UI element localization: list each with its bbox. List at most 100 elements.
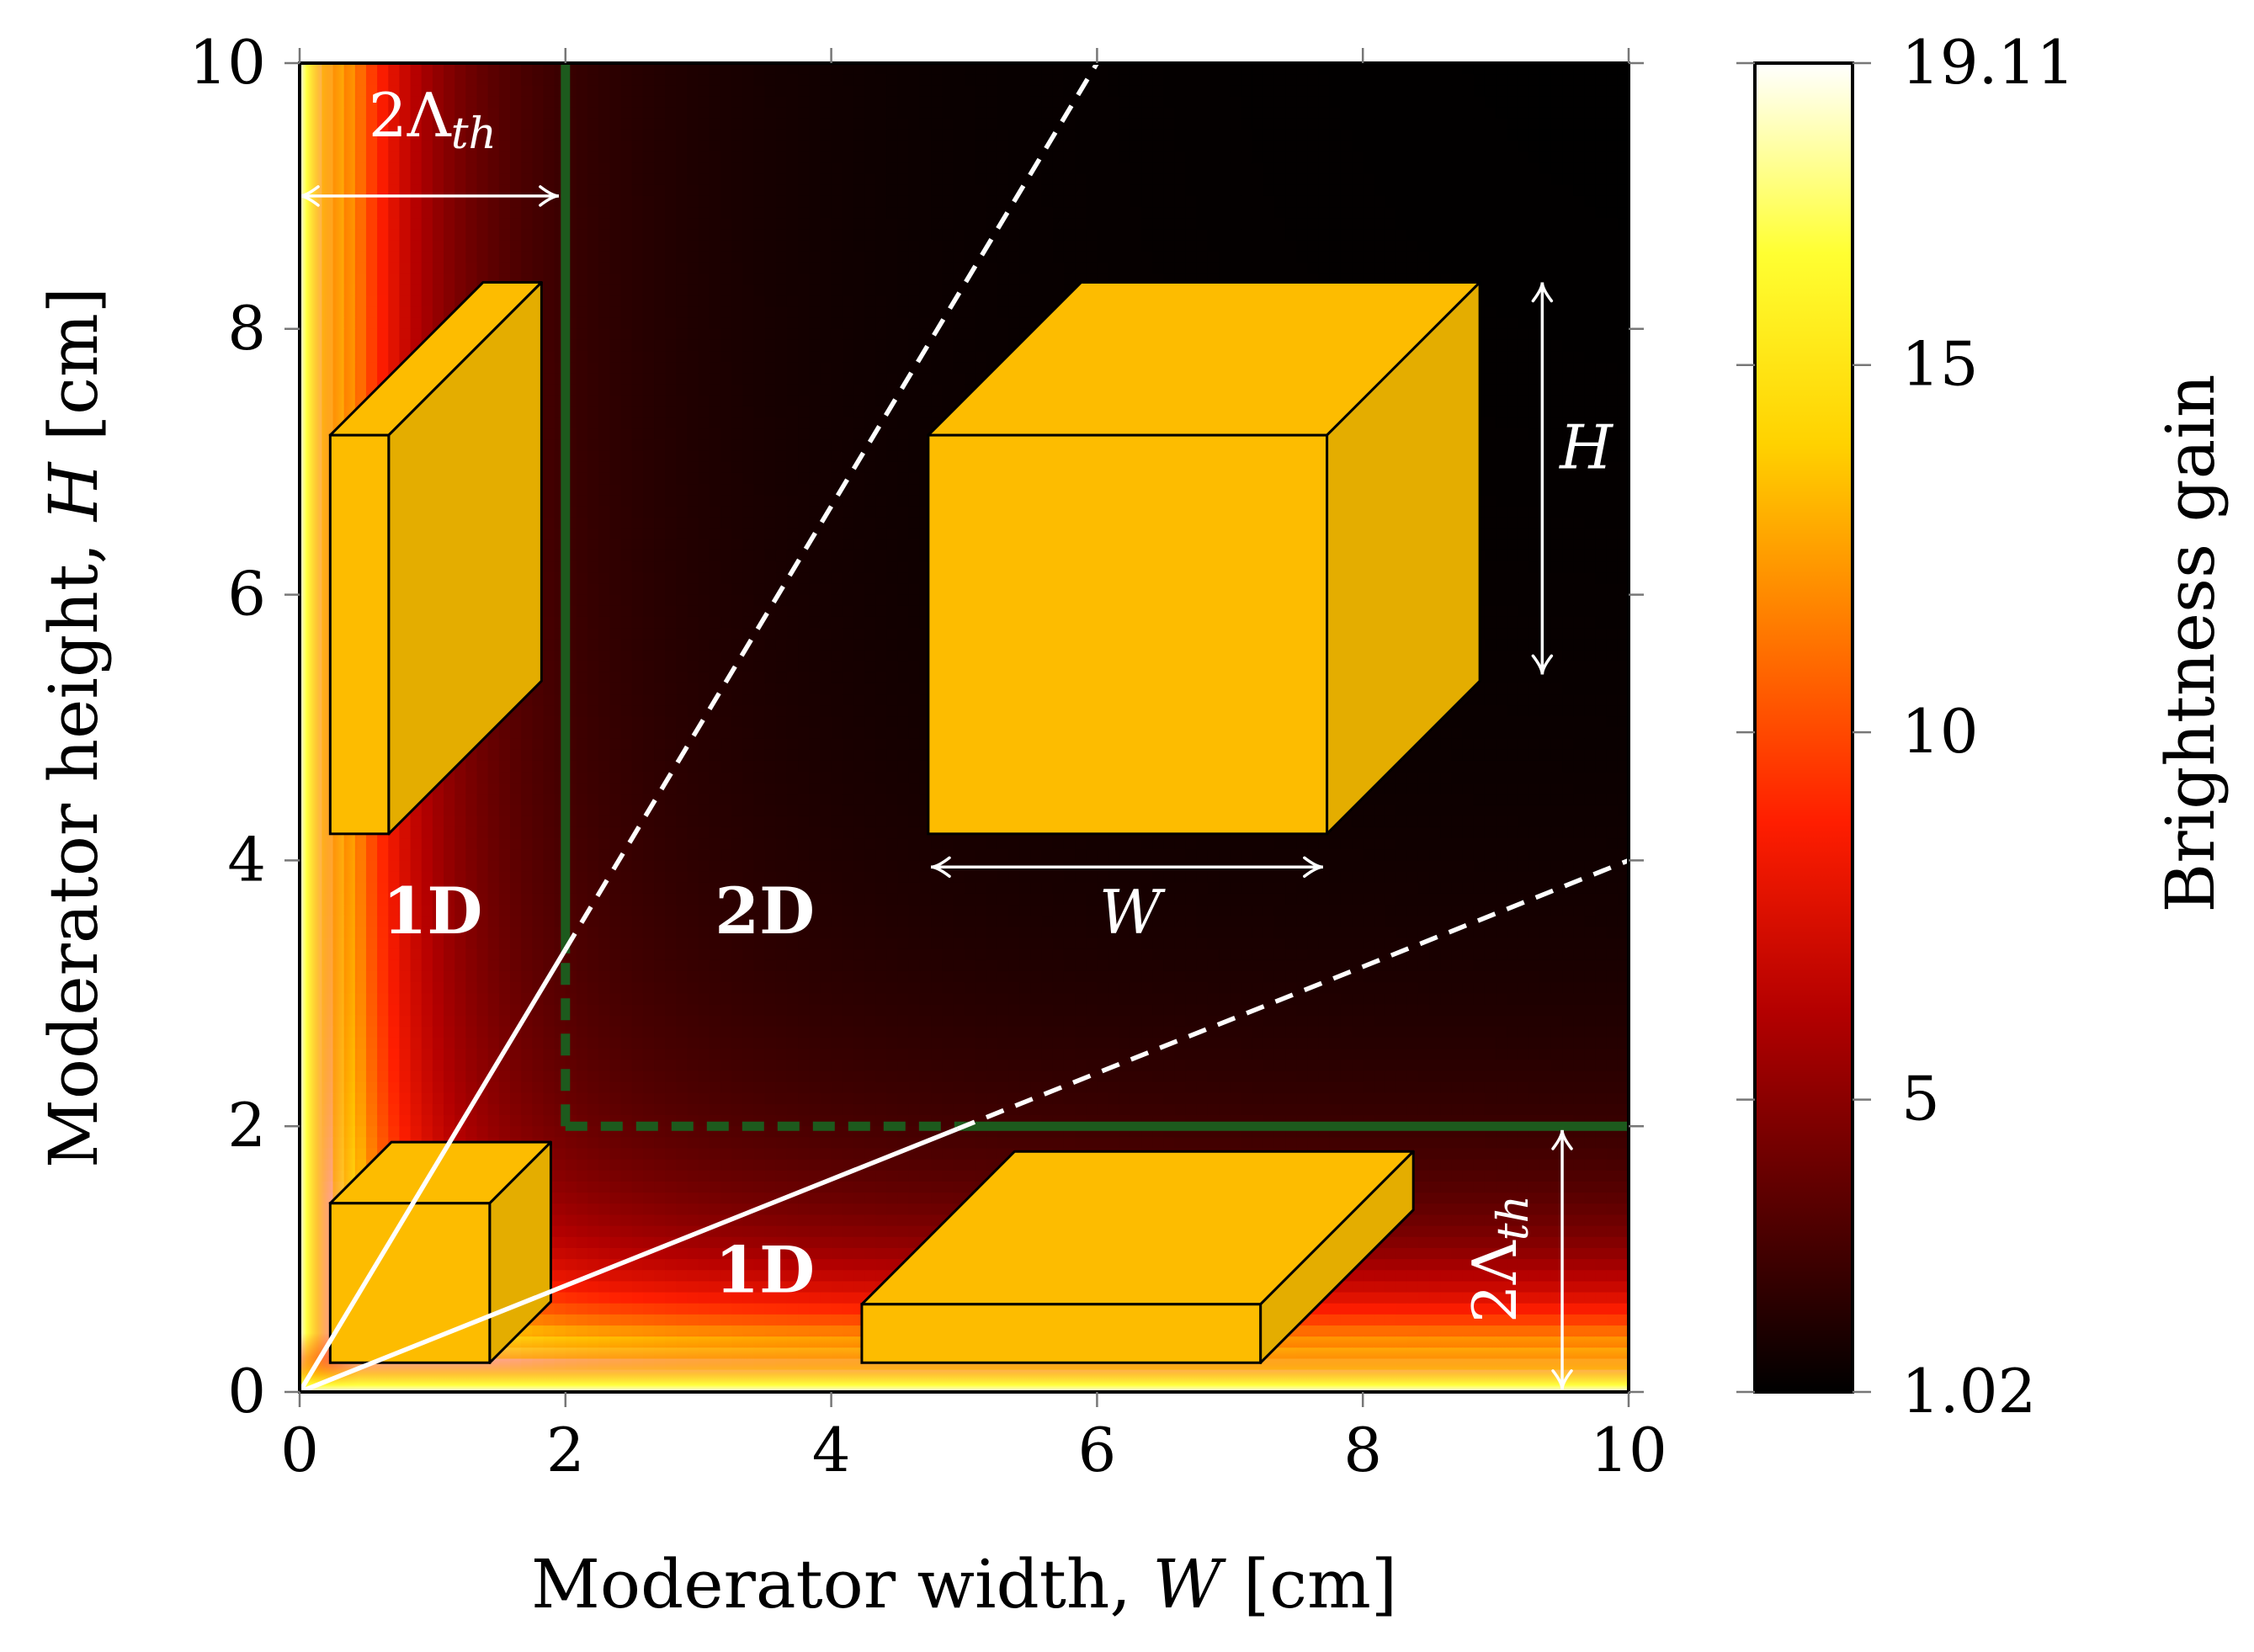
heatmap-cell bbox=[798, 484, 810, 496]
heatmap-cell bbox=[897, 195, 910, 208]
heatmap-cell bbox=[742, 96, 755, 109]
heatmap-cell bbox=[1196, 118, 1209, 130]
heatmap-cell bbox=[753, 506, 766, 518]
heatmap-cell bbox=[1462, 195, 1475, 208]
heatmap-cell bbox=[1395, 129, 1408, 141]
heatmap-cell bbox=[731, 262, 743, 274]
heatmap-cell bbox=[1086, 251, 1098, 263]
heatmap-cell bbox=[654, 317, 666, 330]
heatmap-cell bbox=[698, 395, 710, 407]
heatmap-cell bbox=[964, 63, 976, 75]
heatmap-cell bbox=[1595, 207, 1608, 219]
heatmap-cell bbox=[720, 107, 732, 120]
heatmap-cell bbox=[997, 63, 1009, 75]
heatmap-cell bbox=[687, 262, 699, 274]
heatmap-cell bbox=[543, 284, 556, 296]
heatmap-cell bbox=[886, 362, 899, 374]
heatmap-cell bbox=[809, 74, 821, 86]
heatmap-cell bbox=[1550, 472, 1563, 485]
heatmap-cell bbox=[1406, 63, 1419, 75]
heatmap-cell bbox=[1562, 461, 1574, 474]
heatmap-cell bbox=[809, 517, 821, 529]
heatmap-cell bbox=[631, 207, 644, 219]
heatmap-cell bbox=[709, 118, 721, 130]
heatmap-cell bbox=[1496, 484, 1507, 496]
heatmap-cell bbox=[444, 151, 455, 164]
heatmap-cell bbox=[676, 107, 688, 120]
heatmap-cell bbox=[953, 251, 965, 263]
heatmap-cell bbox=[809, 506, 821, 518]
heatmap-cell bbox=[1252, 141, 1264, 152]
heatmap-cell bbox=[377, 306, 389, 319]
heatmap-cell bbox=[654, 428, 666, 440]
heatmap-cell bbox=[587, 317, 599, 330]
heatmap-cell bbox=[1130, 162, 1142, 175]
heatmap-cell bbox=[1207, 85, 1220, 98]
heatmap-cell bbox=[698, 118, 710, 130]
heatmap-cell bbox=[1097, 195, 1109, 208]
heatmap-cell bbox=[1395, 240, 1408, 252]
heatmap-cell bbox=[1507, 495, 1519, 507]
heatmap-cell bbox=[753, 151, 766, 164]
heatmap-cell bbox=[1518, 373, 1530, 385]
heatmap-cell bbox=[1108, 74, 1120, 86]
heatmap-cell bbox=[831, 362, 843, 374]
heatmap-cell bbox=[1528, 240, 1541, 252]
heatmap-cell bbox=[377, 85, 389, 98]
heatmap-cell bbox=[753, 284, 766, 296]
heatmap-cell bbox=[455, 74, 466, 86]
heatmap-cell bbox=[1484, 184, 1496, 197]
heatmap-cell bbox=[1063, 129, 1076, 141]
heatmap-cell bbox=[1395, 218, 1408, 230]
heatmap-cell bbox=[598, 295, 611, 308]
heatmap-cell bbox=[642, 439, 655, 452]
heatmap-cell bbox=[654, 339, 666, 352]
heatmap-cell bbox=[886, 306, 899, 319]
heatmap-cell bbox=[654, 484, 666, 496]
heatmap-cell bbox=[388, 118, 401, 130]
heatmap-cell bbox=[886, 284, 899, 296]
heatmap-cell bbox=[753, 129, 766, 141]
heatmap-cell bbox=[676, 339, 688, 352]
heatmap-cell bbox=[1385, 184, 1397, 197]
heatmap-cell bbox=[1318, 173, 1331, 186]
heatmap-cell bbox=[444, 262, 455, 274]
heatmap-cell bbox=[1207, 141, 1220, 152]
heatmap-cell bbox=[842, 506, 854, 518]
heatmap-cell bbox=[1152, 195, 1164, 208]
heatmap-cell bbox=[1528, 229, 1541, 242]
heatmap-cell bbox=[1518, 218, 1530, 230]
heatmap-cell bbox=[1518, 328, 1530, 341]
heatmap-cell bbox=[642, 472, 655, 485]
heatmap-cell bbox=[609, 472, 622, 485]
heatmap-cell bbox=[1340, 96, 1353, 109]
heatmap-cell bbox=[798, 262, 810, 274]
heatmap-cell bbox=[1606, 495, 1619, 507]
heatmap-cell bbox=[620, 129, 633, 141]
heatmap-cell bbox=[498, 74, 511, 86]
heatmap-cell bbox=[1174, 218, 1187, 230]
heatmap-cell bbox=[1219, 184, 1231, 197]
heatmap-cell bbox=[532, 262, 545, 274]
heatmap-cell bbox=[897, 85, 910, 98]
heatmap-cell bbox=[1285, 129, 1297, 141]
heatmap-cell bbox=[709, 274, 721, 285]
heatmap-cell bbox=[886, 162, 899, 175]
heatmap-cell bbox=[676, 417, 688, 429]
heatmap-cell bbox=[842, 284, 854, 296]
heatmap-cell bbox=[1484, 107, 1496, 120]
heatmap-cell bbox=[498, 85, 511, 98]
heatmap-cell bbox=[720, 317, 732, 330]
heatmap-cell bbox=[1451, 184, 1464, 197]
heatmap-cell bbox=[532, 218, 545, 230]
heatmap-cell bbox=[798, 274, 810, 285]
heatmap-cell bbox=[1230, 173, 1242, 186]
heatmap-cell bbox=[1207, 118, 1220, 130]
heatmap-cell bbox=[687, 395, 699, 407]
heatmap-cell bbox=[1518, 85, 1530, 98]
heatmap-cell bbox=[687, 472, 699, 485]
heatmap-cell bbox=[1207, 218, 1220, 230]
heatmap-cell bbox=[1352, 96, 1364, 109]
heatmap-cell bbox=[1584, 96, 1597, 109]
heatmap-cell bbox=[1119, 141, 1131, 152]
